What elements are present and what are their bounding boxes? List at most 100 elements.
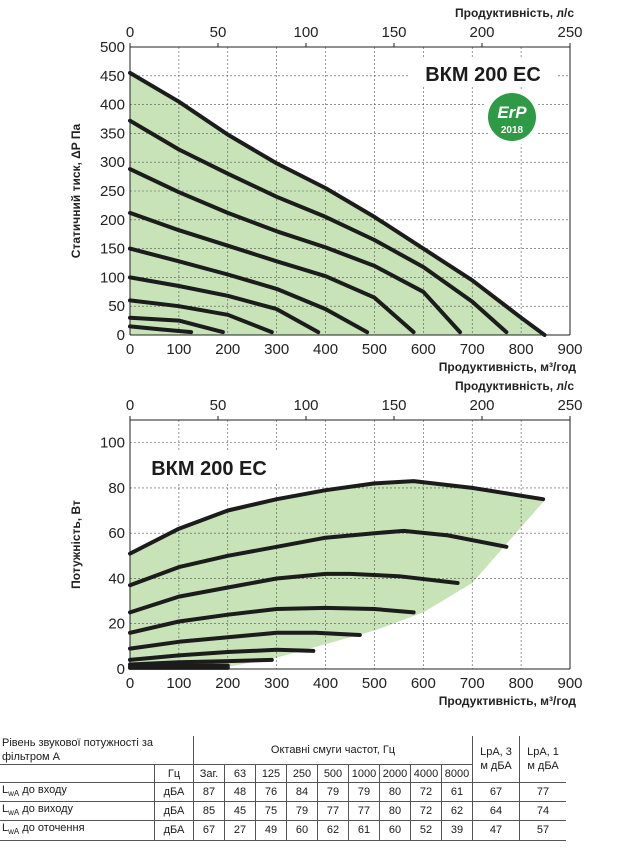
table-octave-label: Октавні смуги частот, Гц (193, 736, 473, 765)
x2-tick-label: 250 (557, 397, 582, 414)
table-column-header: 63 (224, 764, 256, 783)
x2-tick-label: 200 (469, 24, 494, 41)
table-cell: 48 (224, 781, 256, 803)
table-lpa3-label: LpA, 3 м дБА (472, 736, 520, 783)
curve (128, 657, 274, 667)
table-unit: дБА (154, 801, 194, 822)
x-tick-label: 400 (313, 341, 338, 358)
curve (128, 70, 547, 337)
table-unit: дБА (154, 820, 194, 841)
table-cell: 49 (255, 820, 287, 841)
table-row: LwA до оточення дБА 67 27 49 60 62 61 60 52 39 47 57 (0, 820, 566, 841)
curve (128, 571, 460, 615)
x2-tick-label: 100 (293, 24, 318, 41)
x-tick-label: 600 (411, 675, 436, 692)
curve (128, 528, 509, 588)
y-tick-label: 200 (100, 212, 125, 229)
curve (128, 118, 509, 335)
curve (128, 275, 321, 335)
table-cell: 79 (348, 781, 380, 803)
table-cell: 60 (286, 820, 318, 841)
table-cell: 79 (317, 781, 349, 803)
table-cell: 60 (379, 820, 411, 841)
y-tick-label: 500 (100, 39, 125, 56)
x-tick-label: 900 (557, 675, 582, 692)
table-lpa3-value: 67 (472, 781, 520, 803)
table-cell: 67 (193, 820, 225, 841)
y-tick-label: 300 (100, 154, 125, 171)
table-row-label: LwA до оточення (0, 820, 155, 841)
y-tick-label: 100 (100, 269, 125, 286)
table-cell: 62 (317, 820, 349, 841)
table-cell: 77 (348, 801, 380, 822)
x2-axis-title: Продуктивність, л/с (455, 379, 574, 393)
x-tick-label: 200 (215, 341, 240, 358)
y-tick-label: 150 (100, 241, 125, 258)
table-header-row: Рівень звукової потужності за фільтром А… (0, 736, 566, 783)
x2-tick-label: 0 (126, 24, 134, 41)
x2-tick-label: 150 (381, 24, 406, 41)
x2-tick-label: 100 (293, 397, 318, 414)
table-row: LwA до входу дБА 87 48 76 84 79 79 80 72 61 67 77 (0, 781, 566, 803)
table-cell: 27 (224, 820, 256, 841)
table-header-label: Рівень звукової потужності за фільтром А (0, 736, 194, 765)
curve (128, 630, 362, 651)
table-cell: 87 (193, 781, 225, 803)
table-cell: 52 (410, 820, 442, 841)
x-tick-label: 100 (166, 341, 191, 358)
table-column-header: 8000 (441, 764, 473, 783)
table-column-header: Заг. (193, 764, 225, 783)
curve (128, 210, 416, 335)
title-box (140, 450, 278, 482)
curve (128, 246, 370, 335)
x-tick-label: 300 (264, 675, 289, 692)
title-box (408, 59, 558, 87)
table-cell: 72 (410, 781, 442, 803)
x2-tick-label: 250 (557, 24, 582, 41)
table-lpa1-value: 77 (519, 781, 566, 803)
x-tick-label: 600 (411, 341, 436, 358)
chart-title: ВКМ 200 ЕС (151, 458, 267, 480)
table-lpa3-value: 47 (472, 820, 520, 841)
table-cell: 72 (410, 801, 442, 822)
table-column-header: 1000 (348, 764, 380, 783)
x-tick-label: 800 (509, 675, 534, 692)
x-tick-label: 0 (126, 341, 134, 358)
x-tick-label: 300 (264, 341, 289, 358)
x-tick-label: 100 (166, 675, 191, 692)
table-lpa1-value: 57 (519, 820, 566, 841)
curve (128, 605, 416, 635)
table-cell: 80 (379, 801, 411, 822)
table-cell: 80 (379, 781, 411, 803)
table-columns-row: Гц Заг. 63 125 250 500 1000 2000 4000 8000 (0, 764, 566, 783)
table-lpa3-value: 64 (472, 801, 520, 822)
table-cell: 75 (255, 801, 287, 822)
x-tick-label: 400 (313, 675, 338, 692)
x2-tick-label: 200 (469, 397, 494, 414)
table-cell: 77 (317, 801, 349, 822)
x-tick-label: 700 (460, 341, 485, 358)
table-cell: 85 (193, 801, 225, 822)
y-tick-label: 60 (108, 525, 125, 542)
x-tick-label: 500 (362, 675, 387, 692)
table-unit: дБА (154, 781, 194, 803)
table-column-header: 125 (255, 764, 287, 783)
chart-title: ВКМ 200 ЕС (425, 64, 541, 86)
y-axis-title: Статичний тиск, ΔP Па (69, 123, 83, 258)
table-empty-cell (0, 764, 155, 783)
table-row: LwA до виходу дБА 85 45 75 79 77 77 80 72 62 64 74 (0, 801, 566, 822)
curve (128, 479, 546, 556)
y-tick-label: 100 (100, 435, 125, 452)
y-tick-label: 400 (100, 97, 125, 114)
curve (128, 315, 225, 335)
y-tick-label: 20 (108, 616, 125, 633)
x-axis-title: Продуктивність, м³/год (439, 694, 577, 708)
table-hz-label: Гц (154, 764, 194, 783)
table-cell: 45 (224, 801, 256, 822)
table-lpa1-value: 74 (519, 801, 566, 822)
y-tick-label: 350 (100, 125, 125, 142)
table-cell: 61 (348, 820, 380, 841)
table-row-label: LwA до входу (0, 781, 155, 803)
